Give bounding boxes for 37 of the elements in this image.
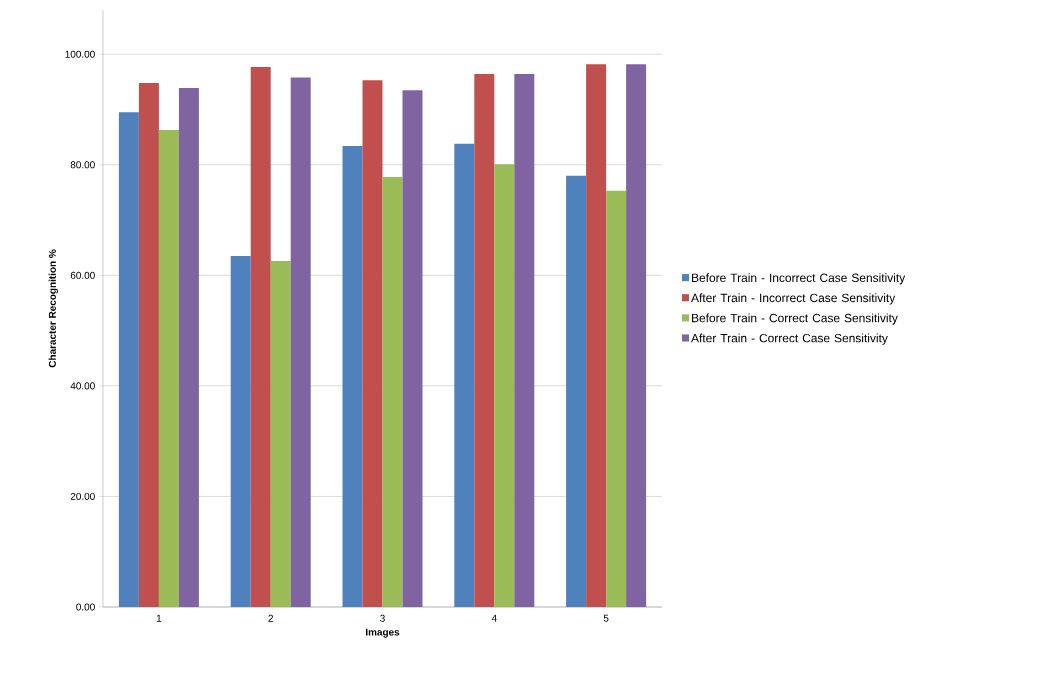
x-axis-title: Images: [366, 628, 400, 638]
legend-label: Before Train - Incorrect Case Sensitivity: [692, 273, 906, 285]
bar: [626, 64, 647, 607]
x-tick-label: 1: [156, 614, 162, 622]
bar: [454, 143, 475, 607]
y-tick-label: 20.00: [70, 492, 95, 500]
bar: [230, 255, 251, 607]
bar: [270, 260, 291, 607]
legend-label: After Train - Incorrect Case Sensitivity: [691, 293, 896, 305]
y-tick-label: 0.00: [76, 603, 95, 611]
bar: [402, 90, 423, 607]
y-tick-label: 100.00: [65, 50, 95, 58]
bar: [178, 87, 199, 607]
y-tick-label: 60.00: [70, 271, 95, 279]
legend-label: After Train - Correct Case Sensitivity: [691, 333, 888, 345]
bar: [382, 176, 403, 607]
bar: [362, 80, 383, 607]
bar: [118, 112, 139, 607]
bar: [606, 190, 627, 607]
bar: [158, 129, 179, 607]
y-axis-title: Character Recognition %: [48, 249, 58, 368]
x-tick-label: 3: [380, 614, 385, 622]
x-tick-label: 5: [603, 614, 609, 622]
y-tick-label: 40.00: [70, 382, 95, 390]
legend-label: Before Train - Correct Case Sensitivity: [692, 313, 898, 325]
y-tick-label: 80.00: [70, 161, 95, 169]
bar: [566, 175, 587, 607]
bar: [250, 66, 271, 607]
bar: [514, 74, 535, 607]
bar: [342, 145, 363, 607]
x-tick-label: 4: [491, 614, 497, 622]
x-tick-label: 2: [268, 614, 273, 622]
bar: [586, 64, 607, 607]
bar: [138, 82, 159, 607]
bar: [290, 77, 311, 607]
bar: [474, 74, 495, 607]
bar: [494, 164, 515, 607]
